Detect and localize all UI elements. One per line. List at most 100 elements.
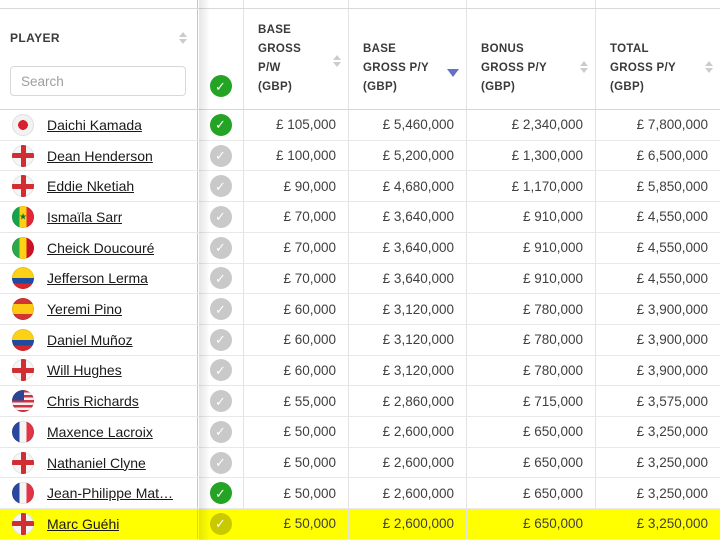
player-link[interactable]: Marc Guéhi — [47, 515, 120, 532]
player-link[interactable]: Jean-Philippe Mat… — [47, 485, 174, 502]
player-link[interactable]: Chris Richards — [47, 393, 139, 410]
base-gross-pw-cell: £ 105,000 — [244, 110, 349, 140]
base-gross-pw-header: BASE GROSS P/W (GBP) — [244, 9, 349, 109]
sort-icon-base-gross-pw[interactable] — [333, 55, 341, 67]
player-cell: Dean Henderson — [0, 140, 198, 171]
sort-icon-bonus-gross-py[interactable] — [580, 61, 588, 73]
table-row[interactable]: Will Hughes ✓ £ 60,000 £ 3,120,000 £ 780… — [0, 355, 720, 387]
sort-icon-total-gross-py[interactable] — [705, 61, 713, 73]
player-cell: Daichi Kamada — [0, 110, 198, 140]
total-gross-py-cell: £ 6,500,000 — [636, 148, 708, 164]
player-link[interactable]: Maxence Lacroix — [47, 423, 153, 440]
base-gross-py-cell: £ 3,120,000 — [349, 355, 467, 386]
player-link[interactable]: Jefferson Lerma — [47, 270, 148, 287]
bonus-gross-py-cell: £ 650,000 — [467, 509, 596, 539]
player-cell: Marc Guéhi — [0, 509, 198, 539]
check-icon: ✓ — [215, 362, 226, 378]
check-icon: ✓ — [215, 332, 226, 348]
table-row[interactable]: Cheick Doucouré ✓ £ 70,000 £ 3,640,000 £… — [0, 232, 720, 264]
row-checkbox[interactable]: ✓ — [209, 359, 232, 382]
table-row[interactable]: Dean Henderson ✓ £ 100,000 £ 5,200,000 £… — [0, 140, 720, 172]
bonus-gross-py-cell: £ 1,170,000 — [467, 171, 596, 202]
star-icon: ★ — [18, 211, 28, 222]
row-checkbox[interactable]: ✓ — [209, 205, 232, 228]
total-gross-py-header: TOTAL GROSS P/Y (GBP) — [596, 9, 720, 109]
player-link[interactable]: Daichi Kamada — [47, 116, 142, 133]
base-gross-pw-cell: £ 50,000 — [244, 447, 349, 478]
base-gross-pw-cell: £ 60,000 — [244, 324, 349, 355]
row-checkbox[interactable]: ✓ — [209, 390, 232, 413]
row-checkbox[interactable]: ✓ — [209, 175, 232, 198]
player-link[interactable]: Nathaniel Clyne — [47, 454, 146, 471]
base-gross-pw-cell: £ 55,000 — [244, 386, 349, 417]
table-row[interactable]: Daichi Kamada ✓ £ 105,000 £ 5,460,000 £ … — [0, 110, 720, 141]
row-checkbox[interactable]: ✓ — [209, 267, 232, 290]
player-cell: Jean-Philippe Mat… — [0, 478, 198, 509]
base-gross-pw-cell: £ 60,000 — [244, 355, 349, 386]
row-check-cell: ✓ — [198, 478, 244, 509]
row-checkbox[interactable]: ✓ — [209, 512, 232, 535]
total-gross-py-cell: £ 3,250,000 — [636, 516, 708, 532]
flag-france-icon — [12, 420, 34, 443]
top-strip-check — [198, 0, 244, 8]
top-strip-bonus — [467, 0, 596, 8]
row-check-cell: ✓ — [198, 447, 244, 478]
player-link[interactable]: Yeremi Pino — [47, 301, 122, 318]
total-gross-py-cell: £ 3,250,000 — [636, 455, 708, 471]
row-check-cell: ✓ — [198, 202, 244, 232]
table-row[interactable]: Marc Guéhi ✓ £ 50,000 £ 2,600,000 £ 650,… — [0, 509, 720, 540]
total-gross-py-cell: £ 3,900,000 — [636, 332, 708, 348]
table-row[interactable]: Daniel Muñoz ✓ £ 60,000 £ 3,120,000 £ 78… — [0, 324, 720, 356]
row-check-cell: ✓ — [198, 324, 244, 355]
table-row[interactable]: Yeremi Pino ✓ £ 60,000 £ 3,120,000 £ 780… — [0, 294, 720, 325]
row-checkbox[interactable]: ✓ — [209, 482, 232, 505]
row-checkbox[interactable]: ✓ — [209, 298, 232, 321]
table-header: PLAYER ✓ BASE GROSS P/W (GBP) — [0, 9, 720, 110]
player-cell: ★ Ismaïla Sarr — [0, 202, 198, 232]
table-row[interactable]: Nathaniel Clyne ✓ £ 50,000 £ 2,600,000 £… — [0, 447, 720, 479]
check-icon: ✓ — [215, 455, 226, 471]
row-checkbox[interactable]: ✓ — [209, 113, 232, 136]
row-check-cell: ✓ — [198, 386, 244, 417]
table-row[interactable]: Maxence Lacroix ✓ £ 50,000 £ 2,600,000 £… — [0, 417, 720, 448]
table-row[interactable]: ★ Ismaïla Sarr ✓ £ 70,000 £ 3,640,000 £ … — [0, 202, 720, 233]
row-checkbox[interactable]: ✓ — [209, 236, 232, 259]
select-all-checkbox[interactable]: ✓ — [209, 75, 232, 97]
player-cell: Jefferson Lerma — [0, 263, 198, 294]
base-gross-py-cell: £ 3,120,000 — [349, 294, 467, 324]
sort-icon-player[interactable] — [179, 32, 187, 44]
total-gross-py-cell: £ 3,900,000 — [636, 301, 708, 317]
table-row[interactable]: Jean-Philippe Mat… ✓ £ 50,000 £ 2,600,00… — [0, 478, 720, 510]
table-row[interactable]: Eddie Nketiah ✓ £ 90,000 £ 4,680,000 £ 1… — [0, 171, 720, 203]
flag-mali-icon — [12, 236, 34, 259]
player-link[interactable]: Dean Henderson — [47, 147, 153, 164]
row-checkbox[interactable]: ✓ — [209, 144, 232, 167]
top-strip-total — [596, 0, 720, 8]
flag-france-icon — [12, 482, 34, 505]
player-link[interactable]: Daniel Muñoz — [47, 331, 133, 348]
flag-senegal-icon: ★ — [12, 205, 34, 228]
bonus-gross-py-cell: £ 780,000 — [467, 294, 596, 324]
bonus-gross-py-cell: £ 650,000 — [467, 478, 596, 509]
base-gross-pw-cell: £ 50,000 — [244, 478, 349, 509]
row-checkbox[interactable]: ✓ — [209, 420, 232, 443]
table-row[interactable]: Jefferson Lerma ✓ £ 70,000 £ 3,640,000 £… — [0, 263, 720, 295]
player-link[interactable]: Eddie Nketiah — [47, 178, 135, 195]
row-check-cell: ✓ — [198, 171, 244, 202]
sort-desc-icon-base-gross-py[interactable] — [447, 69, 459, 77]
player-link[interactable]: Cheick Doucouré — [47, 239, 155, 256]
total-gross-py-cell: £ 7,800,000 — [636, 117, 708, 133]
search-input[interactable] — [10, 66, 186, 96]
row-checkbox[interactable]: ✓ — [209, 451, 232, 474]
total-gross-py-cell: £ 4,550,000 — [636, 240, 708, 256]
top-strip-pw — [244, 0, 349, 8]
row-checkbox[interactable]: ✓ — [209, 328, 232, 351]
flag-england-icon — [12, 144, 34, 167]
player-cell: Yeremi Pino — [0, 294, 198, 324]
bonus-gross-py-cell: £ 780,000 — [467, 355, 596, 386]
base-gross-pw-cell: £ 50,000 — [244, 509, 349, 539]
table-row[interactable]: Chris Richards ✓ £ 55,000 £ 2,860,000 £ … — [0, 386, 720, 418]
player-link[interactable]: Will Hughes — [47, 362, 122, 379]
player-link[interactable]: Ismaïla Sarr — [47, 208, 123, 225]
row-check-cell: ✓ — [198, 140, 244, 171]
